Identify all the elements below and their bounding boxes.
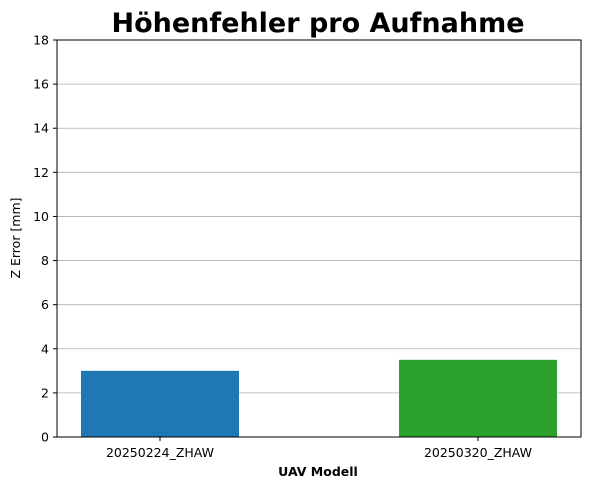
bar-20250320_ZHAW xyxy=(399,359,557,437)
plot-area-frame xyxy=(56,39,582,438)
x-tick-label: 20250224_ZHAW xyxy=(106,445,214,460)
y-tick-label: 10 xyxy=(33,209,49,224)
x-axis-label: UAV Modell xyxy=(278,464,358,479)
x-axis-ticks: 20250224_ZHAW 20250320_ZHAW xyxy=(106,437,532,460)
y-tick-label: 18 xyxy=(33,33,49,48)
y-gridlines xyxy=(57,83,581,394)
x-tick-label: 20250320_ZHAW xyxy=(424,445,532,460)
y-tick-label: 12 xyxy=(33,165,49,180)
y-axis-ticks: 0 2 4 6 8 10 12 14 16 18 xyxy=(33,33,57,445)
y-tick-label: 14 xyxy=(33,121,49,136)
y-tick-label: 6 xyxy=(41,297,49,312)
chart-title: Höhenfehler pro Aufnahme xyxy=(111,8,524,39)
y-tick-label: 16 xyxy=(33,77,49,92)
y-tick-label: 0 xyxy=(41,430,49,445)
y-axis-label: Z Error [mm] xyxy=(8,197,23,278)
y-tick-label: 8 xyxy=(41,253,49,268)
y-tick-label: 4 xyxy=(41,341,49,356)
bars xyxy=(81,359,557,437)
bar-20250224_ZHAW xyxy=(81,370,239,437)
y-tick-label: 2 xyxy=(41,385,49,400)
